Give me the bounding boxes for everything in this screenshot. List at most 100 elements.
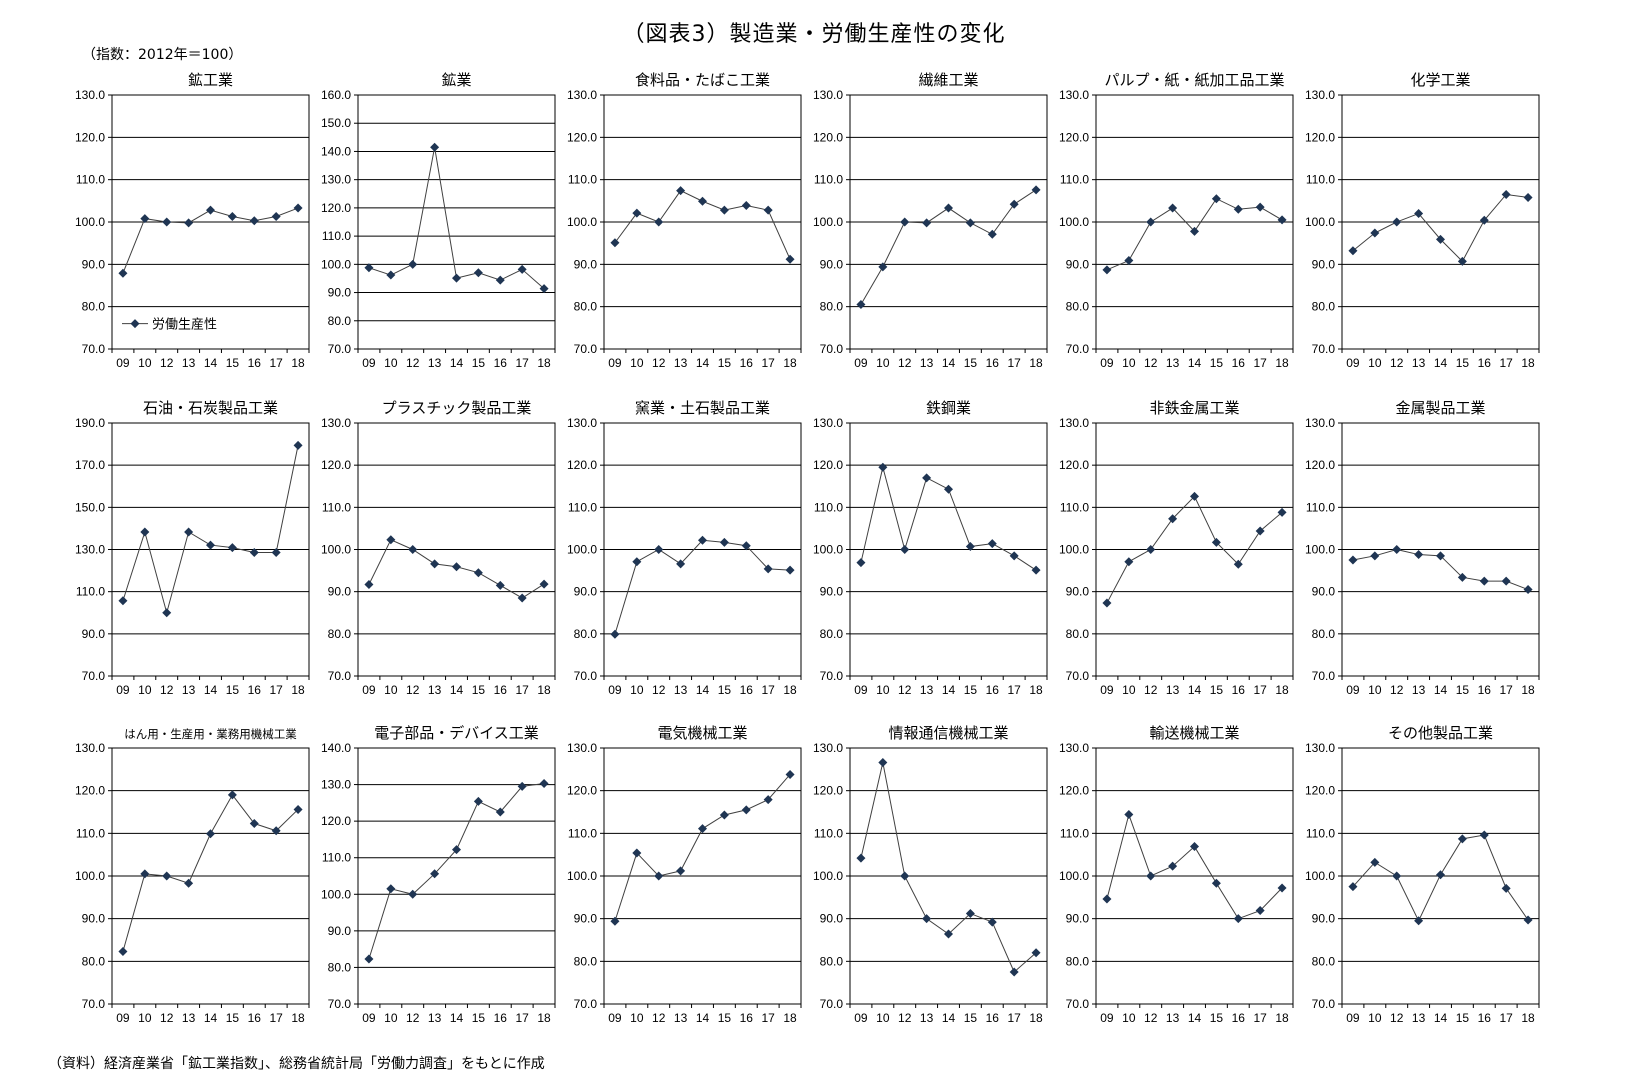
- y-tick-label: 130.0: [75, 88, 105, 102]
- diamond-marker-icon: [741, 200, 751, 210]
- diamond-marker-icon: [900, 217, 910, 227]
- chart-title: 石油・石炭製品工業: [142, 399, 278, 417]
- y-tick-label: 70.0: [1312, 997, 1336, 1011]
- diamond-marker-icon: [408, 259, 418, 269]
- diamond-marker-icon: [249, 819, 259, 829]
- diamond-marker-icon: [741, 805, 751, 815]
- x-tick-label: 17: [1007, 683, 1021, 697]
- diamond-marker-icon: [1146, 217, 1156, 227]
- x-tick-label: 18: [1029, 683, 1043, 697]
- x-tick-label: 13: [1412, 1011, 1426, 1025]
- x-tick-label: 18: [1029, 1011, 1043, 1025]
- diamond-marker-icon: [140, 869, 150, 879]
- y-tick-label: 90.0: [1312, 585, 1336, 599]
- diamond-marker-icon: [1031, 565, 1041, 575]
- y-tick-label: 130.0: [1305, 416, 1335, 430]
- diamond-marker-icon: [987, 917, 997, 927]
- diamond-marker-icon: [1146, 871, 1156, 881]
- x-tick-label: 14: [1434, 683, 1448, 697]
- y-tick-label: 110.0: [568, 500, 597, 514]
- x-tick-label: 18: [537, 356, 551, 370]
- diamond-marker-icon: [741, 541, 751, 551]
- diamond-marker-icon: [118, 947, 128, 957]
- x-tick-label: 17: [1499, 356, 1513, 370]
- diamond-marker-icon: [698, 535, 707, 545]
- x-tick-label: 09: [608, 356, 622, 370]
- x-tick-label: 09: [362, 356, 376, 370]
- x-tick-label: 09: [116, 1011, 130, 1025]
- x-tick-label: 14: [450, 1011, 464, 1025]
- diamond-marker-icon: [1190, 491, 1199, 501]
- diamond-marker-icon: [1102, 598, 1112, 608]
- diamond-marker-icon: [965, 909, 975, 919]
- y-tick-label: 80.0: [820, 627, 844, 641]
- x-tick-label: 18: [783, 356, 797, 370]
- x-tick-label: 17: [269, 683, 283, 697]
- y-tick-label: 90.0: [820, 912, 844, 926]
- x-tick-label: 17: [761, 683, 775, 697]
- y-tick-label: 70.0: [1066, 342, 1090, 356]
- y-tick-label: 70.0: [820, 669, 844, 683]
- y-tick-label: 100.0: [813, 215, 843, 229]
- x-tick-label: 10: [876, 356, 890, 370]
- y-tick-label: 160.0: [321, 88, 351, 102]
- x-tick-label: 09: [362, 1011, 376, 1025]
- x-tick-label: 14: [450, 356, 464, 370]
- x-tick-label: 10: [876, 1011, 890, 1025]
- x-tick-label: 12: [1144, 356, 1158, 370]
- diamond-marker-icon: [1211, 878, 1221, 888]
- diamond-marker-icon: [610, 916, 620, 926]
- x-tick-label: 14: [1188, 683, 1202, 697]
- chart-title: 繊維工業: [918, 71, 979, 89]
- diamond-marker-icon: [386, 535, 396, 545]
- x-tick-label: 12: [160, 356, 174, 370]
- x-tick-label: 12: [652, 1011, 666, 1025]
- diamond-marker-icon: [1031, 948, 1041, 958]
- diamond-marker-icon: [610, 238, 620, 248]
- diamond-marker-icon: [1233, 914, 1243, 924]
- chart-title: 非鉄金属工業: [1149, 399, 1240, 417]
- x-tick-label: 15: [1210, 1011, 1224, 1025]
- diamond-marker-icon: [987, 229, 997, 239]
- x-tick-label: 16: [1478, 356, 1492, 370]
- diamond-marker-icon: [1146, 545, 1156, 554]
- x-tick-label: 13: [674, 683, 688, 697]
- diamond-marker-icon: [430, 142, 440, 152]
- x-tick-label: 17: [1253, 356, 1267, 370]
- diamond-marker-icon: [856, 300, 866, 310]
- y-tick-label: 100.0: [567, 215, 597, 229]
- x-tick-label: 14: [942, 683, 956, 697]
- diamond-marker-icon: [386, 884, 396, 894]
- x-tick-label: 09: [1100, 356, 1114, 370]
- diamond-marker-icon: [184, 527, 194, 537]
- y-tick-label: 80.0: [1066, 627, 1090, 641]
- y-tick-label: 70.0: [82, 342, 106, 356]
- y-tick-label: 90.0: [1066, 585, 1090, 599]
- y-tick-label: 80.0: [328, 627, 352, 641]
- y-tick-label: 120.0: [567, 458, 597, 472]
- x-tick-label: 17: [269, 1011, 283, 1025]
- diamond-marker-icon: [517, 781, 527, 791]
- diamond-marker-icon: [763, 205, 773, 215]
- diamond-marker-icon: [719, 537, 729, 547]
- y-tick-label: 70.0: [82, 669, 106, 683]
- diamond-marker-icon: [162, 608, 172, 618]
- diamond-marker-icon: [632, 848, 642, 858]
- x-tick-label: 14: [204, 356, 218, 370]
- diamond-marker-icon: [1348, 882, 1358, 892]
- x-tick-label: 12: [652, 683, 666, 697]
- diamond-marker-icon: [1392, 545, 1402, 554]
- x-tick-label: 17: [761, 1011, 775, 1025]
- diamond-marker-icon: [1414, 550, 1424, 560]
- x-tick-label: 15: [718, 356, 732, 370]
- diamond-marker-icon: [900, 871, 910, 881]
- y-tick-label: 80.0: [1312, 627, 1336, 641]
- y-tick-label: 90.0: [574, 257, 598, 271]
- y-tick-label: 170.0: [75, 458, 105, 472]
- unit-note: （指数：2012年＝100）: [82, 47, 243, 63]
